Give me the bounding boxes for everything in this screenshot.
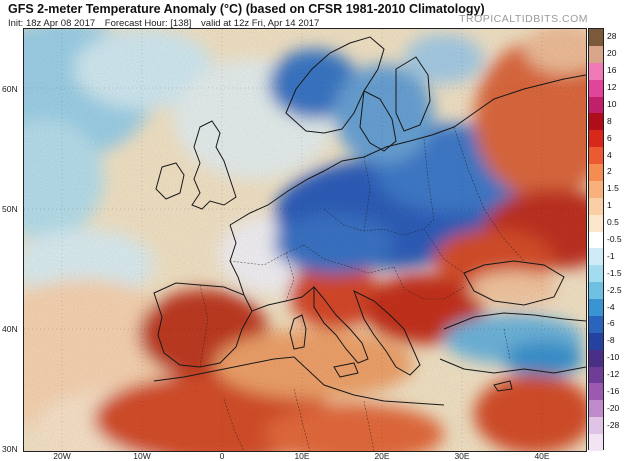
map-title: GFS 2-meter Temperature Anomaly (°C) (ba…: [8, 2, 485, 16]
colorbar-tick-label: -8: [607, 335, 615, 346]
colorbar-segment: [589, 349, 603, 368]
lon-label-20w: 20W: [53, 451, 71, 461]
colorbar-tick-label: -0.5: [607, 234, 622, 244]
site-brand: TROPICALTIDBITS.COM: [459, 13, 588, 25]
lon-label-40e: 40E: [534, 451, 550, 461]
lon-label-10w: 10W: [133, 451, 151, 461]
colorbar-tick-label: 2: [607, 166, 612, 177]
lat-label-50n: 50N: [2, 204, 18, 214]
colorbar-tick-label: 20: [607, 48, 617, 59]
colorbar-tick-label: 16: [607, 65, 617, 76]
lat-label-30n: 30N: [2, 444, 18, 454]
valid-time: valid at 12z Fri, Apr 14 2017: [201, 18, 320, 29]
colorbar-tick-label: 1: [607, 200, 612, 211]
init-time: Init: 18z Apr 08 2017: [8, 18, 96, 29]
colorbar-segment: [589, 282, 603, 300]
colorbar-segment: [589, 164, 603, 182]
colorbar-tick-label: 28: [607, 31, 617, 42]
colorbar-tick-label: -16: [607, 385, 620, 396]
colorbar-tick-label: 1.5: [607, 183, 619, 194]
colorbar-segment: [589, 383, 603, 401]
colorbar-tick-label: -28: [607, 419, 620, 430]
lat-label-60n: 60N: [2, 84, 18, 94]
colorbar-segment: [589, 214, 603, 233]
colorbar-segment: [589, 366, 603, 384]
colorbar-segment: [589, 113, 603, 131]
colorbar-tick-label: 10: [607, 98, 617, 109]
colorbar-tick-label: -4: [607, 301, 615, 312]
forecast-hour: Forecast Hour: [138]: [104, 18, 192, 29]
lat-label-40n: 40N: [2, 324, 18, 334]
colorbar-segment: [589, 248, 603, 266]
colorbar-segment: [589, 197, 603, 216]
colorbar-tick-label: -10: [607, 352, 620, 363]
colorbar-segment: [589, 62, 603, 81]
colorbar-tick-label: -1: [607, 250, 615, 261]
colorbar-segment: [589, 96, 603, 114]
colorbar-segment: [589, 299, 603, 317]
colorbar-segment: [589, 29, 603, 47]
lon-label-30e: 30E: [454, 451, 470, 461]
colorbar-segment: [589, 79, 603, 97]
colorbar-segment: [589, 417, 603, 435]
colorbar-segment: [589, 434, 603, 452]
colorbar-tick-label: -6: [607, 318, 615, 329]
lon-label-20e: 20E: [374, 451, 390, 461]
colorbar-tick-label: -1.5: [607, 267, 622, 278]
colorbar-segment: [589, 231, 603, 249]
colorbar-tick-label: 0.5: [607, 217, 619, 228]
map-canvas: [24, 29, 586, 451]
colorbar-segment: [589, 332, 603, 351]
noise-texture: [24, 29, 586, 451]
colorbar-tick-label: 8: [607, 115, 612, 126]
colorbar-tick-label: 12: [607, 82, 617, 93]
colorbar-segment: [589, 315, 603, 334]
colorbar-segment: [589, 45, 603, 64]
anomaly-map: [23, 28, 587, 452]
lon-label-10e: 10E: [294, 451, 310, 461]
colorbar-segment: [589, 400, 603, 418]
colorbar-segment: [589, 265, 603, 283]
lon-label-0: 0: [219, 451, 225, 461]
colorbar-tick-label: -20: [607, 402, 620, 413]
colorbar-segment: [589, 180, 603, 199]
colorbar-tick-label: 4: [607, 149, 612, 160]
map-subtitle: Init: 18z Apr 08 2017 Forecast Hour: [13…: [8, 18, 326, 29]
colorbar-tick-label: 6: [607, 132, 612, 143]
colorbar-tick-label: -2.5: [607, 284, 622, 295]
colorbar-segment: [589, 130, 603, 148]
colorbar: [588, 28, 604, 452]
colorbar-tick-label: -12: [607, 369, 620, 380]
colorbar-segment: [589, 147, 603, 165]
